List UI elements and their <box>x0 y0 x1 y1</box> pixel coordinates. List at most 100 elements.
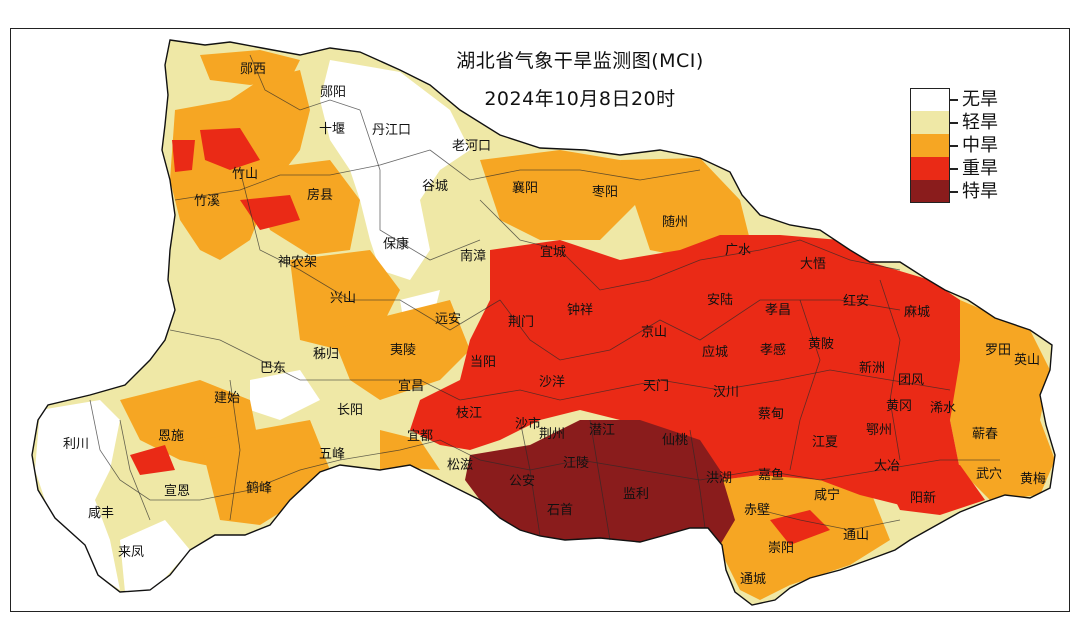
legend-label: 轻旱 <box>962 112 998 133</box>
label-yunxi: 郧西 <box>240 62 266 77</box>
legend-item-light: 轻旱 <box>910 111 1050 134</box>
label-xianning: 咸宁 <box>814 487 840 503</box>
legend-item-severe: 重旱 <box>910 157 1050 180</box>
label-lichuan: 利川 <box>63 437 89 452</box>
legend-tick <box>950 122 958 124</box>
label-xiaogan: 孝感 <box>760 342 786 358</box>
label-yunyang: 郧阳 <box>320 85 346 100</box>
label-dawu: 大悟 <box>800 257 826 272</box>
label-shiyan: 十堰 <box>319 122 345 137</box>
legend-swatch <box>910 88 950 111</box>
label-zhijiang: 枝江 <box>456 406 482 421</box>
label-gucheng: 谷城 <box>422 179 448 194</box>
label-tongshan: 通山 <box>843 528 869 543</box>
map-title: 湖北省气象干旱监测图(MCI) <box>456 50 704 72</box>
label-laifeng: 来凤 <box>118 545 144 560</box>
legend-tick <box>950 168 958 170</box>
label-danjiangkou: 丹江口 <box>372 123 411 138</box>
map-date: 2024年10月8日20时 <box>484 88 676 110</box>
label-jiayu: 嘉鱼 <box>758 467 784 483</box>
label-tuanfeng: 团风 <box>898 373 924 388</box>
legend-item-moderate: 中旱 <box>910 134 1050 157</box>
label-xingshan: 兴山 <box>330 291 356 306</box>
label-jiangling: 江陵 <box>563 456 589 471</box>
label-shishou: 石首 <box>547 503 573 518</box>
label-nanzhang: 南漳 <box>460 248 486 264</box>
label-jiangxia: 江夏 <box>812 435 838 450</box>
label-huangmei: 黄梅 <box>1020 472 1046 487</box>
label-huangpi: 黄陂 <box>808 336 834 352</box>
label-zaoyang: 枣阳 <box>592 185 618 200</box>
label-xinzhou: 新洲 <box>859 360 885 376</box>
label-caidian: 蔡甸 <box>758 407 784 422</box>
label-baokang: 保康 <box>383 236 409 252</box>
label-xuanen: 宣恩 <box>164 483 190 499</box>
legend: 无旱 轻旱 中旱 重旱 特旱 <box>910 88 1050 203</box>
label-zigui: 秭归 <box>313 347 339 362</box>
label-shennongjia: 神农架 <box>278 255 317 270</box>
label-songzi: 松滋 <box>447 458 473 473</box>
legend-swatch <box>910 134 950 157</box>
label-huanggang: 黄冈 <box>886 399 912 414</box>
label-chibi: 赤壁 <box>744 503 770 518</box>
label-zhongxiang: 钟祥 <box>567 302 593 318</box>
label-chongyang: 崇阳 <box>768 541 794 556</box>
label-laohekou: 老河口 <box>452 139 491 154</box>
label-fangxian: 房县 <box>307 187 333 203</box>
label-daye: 大冶 <box>874 459 900 474</box>
label-xiantao: 仙桃 <box>662 433 688 448</box>
label-jingmen: 荆门 <box>508 314 534 330</box>
legend-swatch <box>910 111 950 134</box>
label-hongan: 红安 <box>843 293 869 309</box>
label-badong: 巴东 <box>260 361 286 376</box>
legend-label: 无旱 <box>962 89 998 110</box>
label-yiling: 夷陵 <box>390 342 416 358</box>
label-jianshi: 建始 <box>214 391 240 406</box>
legend-tick <box>950 191 958 193</box>
label-yuanan: 远安 <box>435 312 461 327</box>
label-luotian: 罗田 <box>985 343 1011 358</box>
label-gongan: 公安 <box>509 474 535 489</box>
legend-tick <box>950 145 958 147</box>
label-honghu: 洪湖 <box>706 471 732 486</box>
label-jingshan: 京山 <box>641 325 667 340</box>
legend-tick <box>950 99 958 101</box>
label-tongcheng: 通城 <box>740 572 766 587</box>
label-suizhou: 随州 <box>662 215 688 230</box>
label-wufeng: 五峰 <box>319 447 345 462</box>
legend-swatch <box>910 157 950 180</box>
label-guangshui: 广水 <box>725 243 751 258</box>
label-xianfeng: 咸丰 <box>88 506 114 521</box>
label-anlu: 安陆 <box>707 292 733 308</box>
label-wuxue: 武穴 <box>976 467 1002 482</box>
legend-label: 特旱 <box>962 181 998 202</box>
legend-item-none: 无旱 <box>910 88 1050 111</box>
label-changyang: 长阳 <box>337 403 363 418</box>
legend-item-extreme: 特旱 <box>910 180 1050 203</box>
label-jianli: 监利 <box>623 487 649 502</box>
label-xiaochang: 孝昌 <box>765 303 791 318</box>
label-zhushan: 竹山 <box>232 167 258 182</box>
label-dangyang: 当阳 <box>470 355 496 370</box>
label-shashi: 沙市 <box>515 416 541 432</box>
label-yicheng: 宜城 <box>540 245 566 260</box>
label-yangxin: 阳新 <box>910 490 936 506</box>
label-yingshan: 英山 <box>1014 353 1040 368</box>
city-labels: 郧西 郧阳 十堰 丹江口 老河口 竹山 竹溪 房县 谷城 襄阳 枣阳 随州 保康… <box>63 62 1046 587</box>
label-qianjiang: 潜江 <box>589 423 615 438</box>
county-boundaries <box>89 54 1000 541</box>
label-hefeng: 鹤峰 <box>246 480 272 496</box>
label-yichang: 宜昌 <box>398 379 424 394</box>
label-yingcheng: 应城 <box>702 344 728 360</box>
label-hanchuan: 汉川 <box>713 385 739 400</box>
label-shayang: 沙洋 <box>539 375 565 390</box>
label-xishui: 浠水 <box>930 401 956 416</box>
label-tianmen: 天门 <box>643 379 669 394</box>
label-yidu: 宜都 <box>407 429 433 444</box>
legend-swatch <box>910 180 950 203</box>
label-xiangyang: 襄阳 <box>512 180 538 196</box>
label-ezhou: 鄂州 <box>866 423 892 438</box>
label-jingzhou: 荆州 <box>539 426 565 442</box>
label-zhuxi: 竹溪 <box>194 194 220 209</box>
